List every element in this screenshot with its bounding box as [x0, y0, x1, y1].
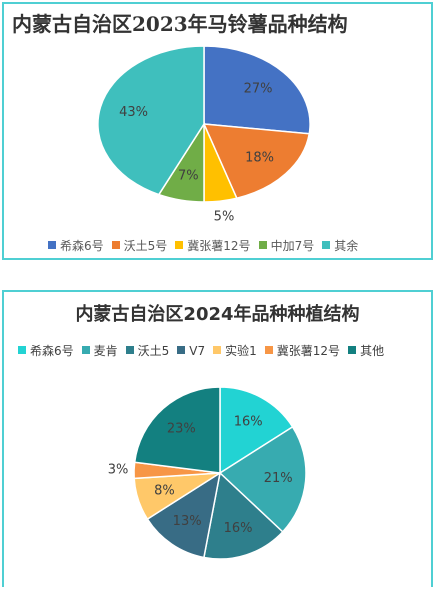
data-label-1-3: 13% — [173, 514, 202, 529]
legend-swatch-0-4 — [322, 241, 331, 249]
chart-panel-2023: 内蒙古自治区2023年马铃薯品种结构 27% 18% 5% 7% 43% 希森6号 沃土5… — [2, 2, 433, 260]
legend-swatch-1-5 — [264, 346, 273, 354]
legend-swatch-0-3 — [258, 241, 267, 249]
legend-swatch-1-6 — [348, 346, 357, 354]
legend-swatch-0-0 — [48, 241, 56, 249]
data-label-1-5: 3% — [108, 462, 129, 477]
legend-label-0-2: 冀张薯12号 — [187, 239, 251, 253]
data-label-0-2: 5% — [214, 209, 235, 224]
pie-slice-1-1 — [218, 425, 307, 533]
data-label-1-6: 23% — [167, 422, 196, 437]
legend-item-1-0: 希森6号 — [18, 342, 74, 359]
legend-label-1-2: 沃土5 — [137, 344, 170, 358]
data-label-0-4: 43% — [119, 105, 148, 120]
legend-item-1-4: 实验1 — [213, 342, 257, 359]
legend-item-0-2: 冀张薯12号 — [175, 237, 251, 254]
pie-slice-1-3 — [146, 471, 222, 559]
data-label-1-1: 21% — [264, 471, 293, 486]
legend-swatch-1-1 — [81, 346, 90, 354]
legend-label-1-3: V7 — [189, 344, 206, 358]
pie-slice-1-6 — [133, 386, 221, 474]
legend-item-1-1: 麦肯 — [81, 342, 118, 359]
legend-label-0-3: 中加7号 — [270, 239, 315, 253]
legend-item-1-2: 沃土5 — [125, 342, 170, 359]
legend-swatch-1-3 — [177, 346, 186, 354]
legend-2024: 希森6号 麦肯 沃土5 V7 实验1 冀张薯12号 其他 — [18, 342, 392, 359]
data-label-1-4: 8% — [154, 484, 175, 499]
pie-slice-1-2 — [203, 471, 284, 560]
legend-label-1-4: 实验1 — [225, 344, 257, 358]
pie-slice-0-0 — [203, 45, 311, 135]
legend-swatch-1-2 — [125, 346, 134, 354]
chart-title-2023: 内蒙古自治区2023年马铃薯品种结构 — [12, 12, 348, 36]
pie-slice-0-1 — [202, 123, 311, 200]
pie-chart-2024: 16% 21% 16% 13% 8% 3% 23% — [108, 386, 307, 560]
legend-label-1-6: 其他 — [360, 344, 385, 358]
legend-swatch-1-0 — [18, 346, 26, 354]
legend-item-0-3: 中加7号 — [258, 237, 315, 254]
pie-slice-0-4 — [97, 45, 205, 196]
chart-title-2024: 内蒙古自治区2024年品种种植结构 — [75, 304, 360, 325]
legend-item-1-5: 冀张薯12号 — [264, 342, 341, 359]
legend-label-0-0: 希森6号 — [60, 239, 104, 253]
legend-label-1-1: 麦肯 — [93, 344, 118, 358]
legend-swatch-0-1 — [111, 241, 120, 249]
legend-swatch-1-4 — [213, 346, 222, 354]
legend-label-0-4: 其余 — [334, 239, 359, 253]
legend-swatch-0-2 — [175, 241, 184, 249]
legend-label-1-0: 希森6号 — [30, 344, 74, 358]
legend-item-1-6: 其他 — [348, 342, 384, 359]
legend-label-1-5: 冀张薯12号 — [276, 344, 341, 358]
data-label-1-0: 16% — [234, 414, 263, 429]
legend-label-0-1: 沃土5号 — [123, 239, 168, 253]
legend-item-0-0: 希森6号 — [48, 237, 104, 254]
legend-item-0-1: 沃土5号 — [111, 237, 168, 254]
legend-item-1-3: V7 — [177, 344, 205, 358]
data-label-0-0: 27% — [244, 81, 273, 96]
data-label-0-3: 7% — [178, 168, 199, 183]
data-label-1-2: 16% — [224, 521, 253, 536]
data-label-0-1: 18% — [245, 150, 274, 165]
pie-chart-2023: 27% 18% 5% 7% 43% — [97, 45, 311, 224]
legend-2023: 希森6号 沃土5号 冀张薯12号 中加7号 其余 — [48, 237, 366, 254]
legend-item-0-4: 其余 — [322, 237, 358, 254]
pie-slice-1-0 — [219, 386, 294, 475]
chart-panel-2024: 内蒙古自治区2024年品种种植结构 希森6号 麦肯 沃土5 V7 实验1 冀张薯12号 其他… — [2, 290, 433, 587]
